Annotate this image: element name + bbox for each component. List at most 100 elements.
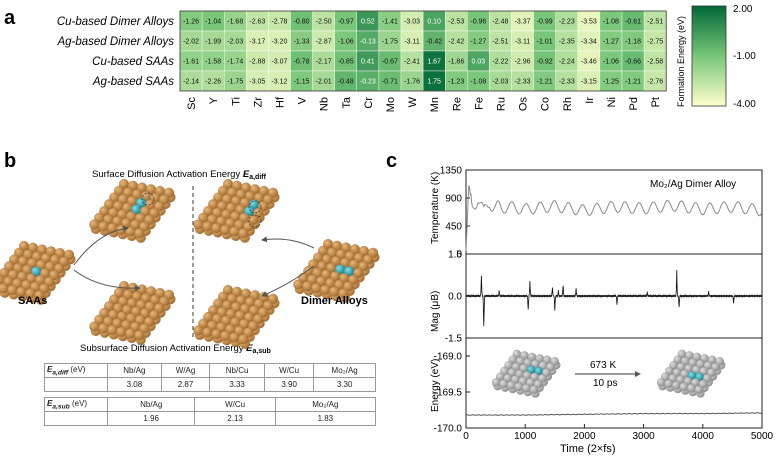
md-y-ticks: 1350 900 450 01.5 0.0 -1.5 -169.0 -169.5 -170.0 xyxy=(434,166,470,435)
md-x-ticks: 0 1000 2000 3000 4000 5000 xyxy=(463,424,774,442)
heatmap-cell-value: -1.06 xyxy=(338,39,354,46)
table-diff-value: 3.33 xyxy=(209,377,265,392)
heatmap-column-label: Mn xyxy=(429,97,441,112)
x-tick-label: 1000 xyxy=(514,431,537,442)
y-tick-label: -170.0 xyxy=(434,424,463,435)
table-diff-value: 2.87 xyxy=(160,377,211,392)
atom xyxy=(302,281,313,292)
heatmap-column-label: Os xyxy=(518,97,530,112)
heatmap-cell-value: -0.92 xyxy=(537,59,553,66)
heatmap-column-label: Ni xyxy=(606,97,618,107)
atom xyxy=(491,377,501,387)
heatmap-cell-value: -1.04 xyxy=(205,19,221,26)
y-tick-label: 450 xyxy=(445,222,462,233)
heatmap-cell-value: -1.99 xyxy=(205,39,221,46)
heatmap-column-label: Re xyxy=(451,97,463,111)
heatmap-cell-value: -1.75 xyxy=(382,39,398,46)
heatmap-cell-value: 0.03 xyxy=(472,59,486,66)
heatmap-cell-value: -2.03 xyxy=(227,39,243,46)
heatmap-cell-value: -1.21 xyxy=(537,79,553,86)
colorbar-tick-mid: -1.00 xyxy=(733,51,756,62)
atom xyxy=(686,383,696,393)
panel-c-letter: c xyxy=(386,150,397,172)
heatmap-cell-value: -0.13 xyxy=(360,39,376,46)
heatmap-cell-value: -2.02 xyxy=(183,39,199,46)
heatmap-column-label: Mo xyxy=(385,97,397,112)
heatmap-row-label: Cu-based Dimer Alloys xyxy=(57,16,174,28)
heatmap-cell-value: -1.18 xyxy=(625,39,641,46)
table-diff-col: Nb/Cu xyxy=(209,363,265,378)
table-sub-value: 1.83 xyxy=(274,411,377,426)
vacancy-marker xyxy=(248,214,262,228)
heatmap-cell-value: -0.67 xyxy=(382,59,398,66)
table-diff-col: W/Ag xyxy=(160,363,211,378)
legend-mo2-ag: Mo₂/Ag Dimer Alloy xyxy=(650,179,736,190)
heatmap-cell-value: -2.50 xyxy=(316,19,332,26)
heatmap-cell-value: -3.03 xyxy=(404,19,420,26)
heatmap-cell-value: -1.86 xyxy=(448,59,464,66)
vacancy-marker xyxy=(141,192,155,206)
atom xyxy=(529,385,539,395)
heatmap-cell-value: -0.48 xyxy=(338,79,354,86)
atom xyxy=(694,385,704,395)
heatmap-cell-value: -1.75 xyxy=(227,79,243,86)
table-diff-col: Mo₂/Ag xyxy=(313,363,376,378)
heatmap-row-label: Cu-based SAAs xyxy=(92,56,174,68)
heatmap-column-label: Fe xyxy=(473,97,485,110)
arrow-saa-up xyxy=(73,225,129,266)
heatmap-cell-value: -3.20 xyxy=(271,39,287,46)
heatmap-cell-value: -0.78 xyxy=(294,59,310,66)
heatmap-cell-value: -1.25 xyxy=(603,79,619,86)
table-diff-value: 3.90 xyxy=(263,377,315,392)
atom xyxy=(34,290,45,301)
heatmap-column-label: Nb xyxy=(319,97,331,111)
heatmap-cell-value: 1.75 xyxy=(427,79,441,86)
heatmap-cell-value: -2.88 xyxy=(249,59,265,66)
heatmap-cell-value: -1.01 xyxy=(537,39,553,46)
heatmap-cell-value: -1.06 xyxy=(603,59,619,66)
y-tick-label: -169.5 xyxy=(434,388,463,399)
heatmap-cell-value: -2.01 xyxy=(316,79,332,86)
atom xyxy=(193,325,204,336)
heatmap-cell-value: -1.58 xyxy=(205,59,221,66)
atom xyxy=(521,383,531,393)
atom xyxy=(134,228,145,239)
heatmap-cell-value: -1.74 xyxy=(227,59,243,66)
heatmap-cell-value: -1.61 xyxy=(183,59,199,66)
heatmap-column-label: Zr xyxy=(252,97,264,108)
atom xyxy=(7,284,18,296)
x-tick-label: 0 xyxy=(463,431,469,442)
atom xyxy=(656,377,666,387)
arrow-saa-down xyxy=(73,269,141,292)
heatmap-cell-value: -2.48 xyxy=(492,19,508,26)
temperature-ylabel: Temperature (K) xyxy=(430,172,441,244)
atom xyxy=(229,332,240,343)
atomic-slabs xyxy=(0,178,380,349)
time-xlabel: Time (2×fs) xyxy=(560,443,616,455)
heatmap-cell-value: -2.26 xyxy=(205,79,221,86)
heatmap-cell-value: -1.08 xyxy=(603,19,619,26)
table-sub-value: 1.96 xyxy=(106,411,196,426)
slab-saa-surface xyxy=(89,178,176,243)
heatmap-column-label: V xyxy=(297,96,309,104)
energy-ylabel: Energy (eV) xyxy=(430,359,441,412)
y-tick-label: -169.0 xyxy=(434,352,463,363)
heatmap-cell-value: -2.17 xyxy=(316,59,332,66)
md-inset-slabs xyxy=(491,349,726,398)
heatmap-cell-value: -3.37 xyxy=(515,19,531,26)
atom xyxy=(89,321,100,332)
table-sub-value: 2.13 xyxy=(194,411,276,426)
table-sub-header: Ea,sub (eV) xyxy=(44,397,108,412)
heatmap-cell-value: -3.11 xyxy=(404,39,420,46)
atom xyxy=(499,379,508,389)
atom xyxy=(311,282,322,294)
heatmap-column-label: Ta xyxy=(341,96,353,109)
y-tick-label: 900 xyxy=(445,194,462,205)
table-diff-col: Nb/Ag xyxy=(107,363,162,378)
atom xyxy=(125,328,136,339)
heatmap-cell-value: -2.51 xyxy=(492,39,508,46)
heatmap-cell-value: -1.68 xyxy=(227,19,243,26)
heatmap-cell-value: -2.87 xyxy=(316,39,332,46)
slab-dimer xyxy=(293,238,380,303)
atom xyxy=(107,324,118,336)
